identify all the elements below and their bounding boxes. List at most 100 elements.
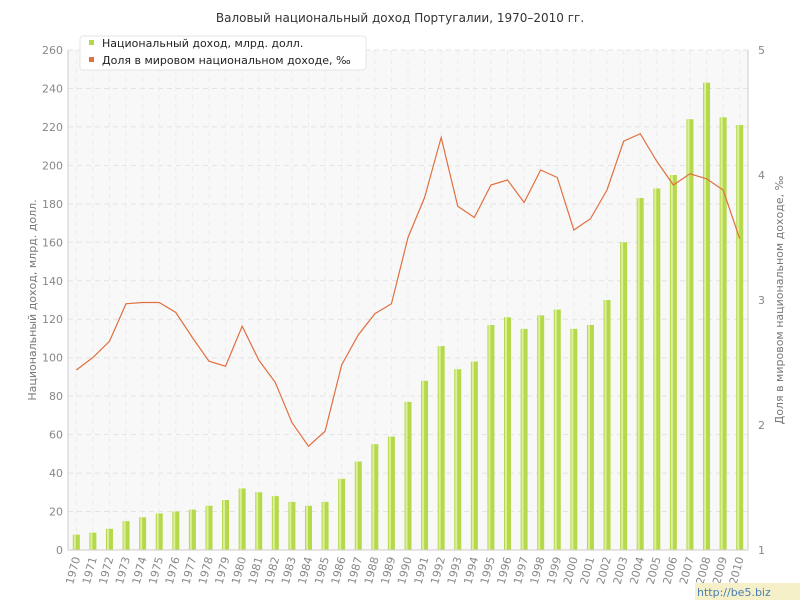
bars (72, 82, 744, 551)
bar-1999 (553, 309, 561, 550)
bar-highlight-1999 (554, 309, 557, 550)
y2-tick-label: 4 (758, 169, 765, 182)
bar-2000 (570, 328, 578, 550)
bar-highlight-1975 (156, 513, 159, 550)
bar-1976 (172, 511, 180, 550)
y-tick-label: 140 (42, 275, 63, 288)
bar-highlight-2009 (720, 117, 723, 551)
bar-1994 (470, 361, 478, 550)
y-tick-label: 80 (49, 390, 63, 403)
y2-tick-label: 5 (758, 44, 765, 57)
bar-highlight-1993 (455, 369, 458, 550)
y-tick-label: 240 (42, 82, 63, 95)
bar-1990 (404, 401, 412, 550)
bar-highlight-2005 (654, 188, 657, 550)
y-tick-label: 200 (42, 159, 63, 172)
y-tick-label: 40 (49, 467, 63, 480)
bar-1986 (338, 478, 346, 550)
watermark-background (695, 583, 800, 600)
legend: Национальный доход, млрд. долл. Доля в м… (79, 35, 367, 71)
bar-highlight-1980 (239, 488, 242, 550)
y-tick-label: 220 (42, 121, 63, 134)
bar-1989 (387, 436, 395, 550)
bar-1975 (155, 513, 163, 550)
bar-1993 (454, 369, 462, 550)
bar-highlight-1990 (405, 401, 408, 550)
bar-highlight-2002 (604, 300, 607, 550)
bar-highlight-2008 (704, 82, 707, 550)
bar-1972 (105, 528, 113, 550)
bar-1998 (537, 315, 545, 550)
bar-highlight-2010 (737, 125, 740, 550)
bar-1979 (222, 500, 230, 550)
bar-2009 (719, 117, 727, 551)
bar-highlight-1977 (189, 509, 192, 550)
bar-highlight-1972 (106, 528, 109, 550)
bar-1985 (321, 501, 329, 550)
bar-2010 (736, 125, 744, 550)
bar-highlight-2004 (637, 198, 640, 551)
bar-1980 (238, 488, 246, 550)
bar-highlight-1981 (256, 492, 259, 550)
bar-1970 (72, 534, 80, 550)
bar-1995 (487, 325, 495, 550)
bar-2005 (653, 188, 661, 550)
legend-box (79, 35, 367, 71)
bar-highlight-1997 (521, 328, 524, 550)
x-ticks: 1970197119721973197419751976197719781979… (63, 555, 746, 585)
y-tick-label: 100 (42, 352, 63, 365)
bar-highlight-1994 (471, 361, 474, 550)
bar-highlight-1985 (322, 501, 325, 550)
y-tick-label: 20 (49, 506, 63, 519)
bar-2001 (586, 325, 594, 550)
y2-tick-label: 1 (758, 544, 765, 557)
bar-highlight-1974 (140, 517, 143, 550)
bar-1982 (271, 496, 279, 550)
x-tick-label: 2010 (727, 555, 747, 585)
bar-1987 (354, 461, 362, 550)
legend-swatch-share (89, 57, 94, 62)
chart-title: Валовый национальный доход Португалии, 1… (216, 11, 584, 25)
legend-label-income: Национальный доход, млрд. долл. (102, 37, 303, 50)
bar-highlight-1983 (289, 501, 292, 550)
bar-highlight-1987 (355, 461, 358, 550)
bar-highlight-2001 (587, 325, 590, 550)
y-axis-title: Национальный доход, млрд. долл. (26, 199, 39, 400)
bar-2007 (686, 119, 694, 550)
bar-highlight-1982 (272, 496, 275, 550)
bar-1992 (437, 346, 445, 550)
bar-1984 (304, 505, 312, 550)
bar-1988 (371, 444, 379, 550)
bar-highlight-2007 (687, 119, 690, 550)
legend-label-share: Доля в мировом национальном доходе, ‰ (102, 54, 351, 67)
bar-highlight-1996 (505, 317, 508, 550)
bar-highlight-1986 (339, 478, 342, 550)
watermark: http://be5.biz (697, 586, 771, 599)
bar-1983 (288, 501, 296, 550)
legend-swatch-income (89, 40, 94, 45)
bar-1971 (89, 532, 97, 550)
y-tick-label: 60 (49, 429, 63, 442)
bar-highlight-1988 (372, 444, 375, 550)
bar-highlight-1973 (123, 521, 126, 550)
bar-highlight-1984 (305, 505, 308, 550)
bar-1996 (504, 317, 512, 550)
share-line (75, 132, 741, 448)
bar-1997 (520, 328, 528, 550)
bar-2002 (603, 300, 611, 550)
bar-highlight-1989 (388, 436, 391, 550)
bar-highlight-1995 (488, 325, 491, 550)
bar-1974 (139, 517, 147, 550)
y-tick-label: 0 (56, 544, 63, 557)
y2-tick-label: 3 (758, 294, 765, 307)
bar-1991 (421, 380, 429, 550)
bar-1981 (255, 492, 263, 550)
bar-highlight-2003 (621, 242, 624, 551)
bar-2003 (620, 242, 628, 551)
bar-1978 (205, 505, 213, 550)
y2-tick-label: 2 (758, 419, 765, 432)
bar-highlight-1991 (422, 380, 425, 550)
bar-highlight-1978 (206, 505, 209, 550)
bar-1977 (188, 509, 196, 550)
